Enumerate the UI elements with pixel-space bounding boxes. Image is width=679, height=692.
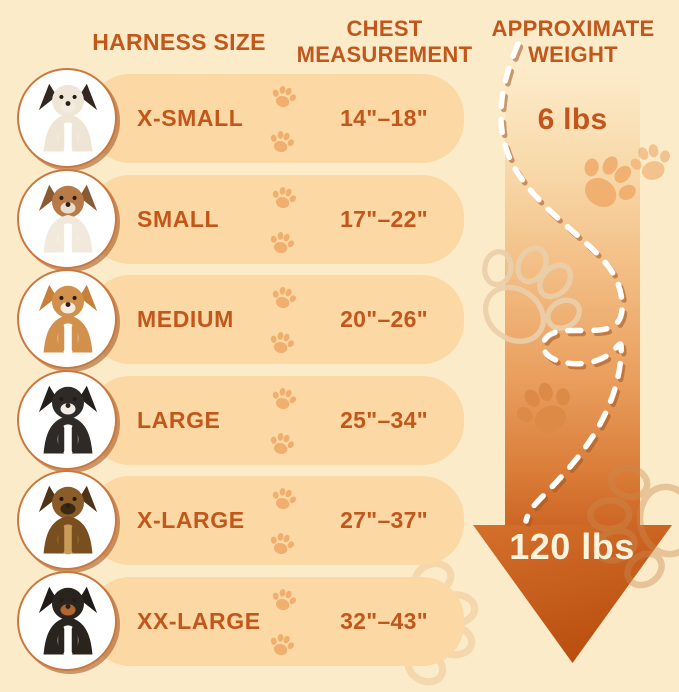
chest-measurement-value: 20"–26": [340, 306, 428, 332]
row-band: X-LARGE 27"–37": [88, 476, 464, 565]
dog-photo-circle: [17, 369, 117, 470]
column-header-harness-size: HARNESS SIZE: [92, 29, 266, 55]
dog-photo-circle: [17, 269, 117, 369]
size-label: LARGE: [137, 406, 221, 433]
size-row: SMALL 17"–22": [0, 168, 679, 269]
dog-photo-circle: [17, 470, 117, 570]
column-header-chest-measurement: CHEST MEASUREMENT: [296, 16, 473, 67]
row-band: MEDIUM 20"–26": [88, 275, 464, 364]
dog-photo-circle: [17, 168, 117, 269]
size-label: SMALL: [137, 205, 220, 232]
size-label: X-SMALL: [137, 105, 244, 131]
bernese-mountain-dog-photo: [38, 586, 98, 655]
size-row: X-SMALL 14"–18": [0, 68, 679, 168]
chest-measurement-value: 27"–37": [340, 507, 428, 533]
border-collie-dog-photo: [38, 385, 98, 454]
chest-measurement-value: 14"–18": [340, 105, 428, 131]
weight-max-label: 120 lbs: [509, 526, 635, 567]
dog-photo-circle: [17, 570, 117, 671]
weight-min-label: 6 lbs: [537, 103, 608, 136]
dog-photo-circle: [17, 68, 117, 168]
size-row: LARGE 25"–34": [0, 369, 679, 470]
chest-measurement-value: 17"–22": [340, 205, 428, 232]
size-row: MEDIUM 20"–26": [0, 269, 679, 369]
papillon-dog-photo: [38, 83, 98, 153]
corgi-dog-photo: [38, 284, 98, 354]
german-shepherd-dog-photo: [38, 485, 98, 555]
row-band: X-SMALL 14"–18": [88, 74, 464, 163]
row-band: SMALL 17"–22": [88, 174, 464, 264]
size-row: X-LARGE 27"–37": [0, 470, 679, 570]
row-band: LARGE 25"–34": [88, 375, 464, 465]
column-header-approximate-weight: APPROXIMATE WEIGHT: [491, 16, 655, 67]
size-label: MEDIUM: [137, 306, 234, 332]
jack-russell-terrier-dog-photo: [38, 184, 98, 253]
chest-measurement-value: 25"–34": [340, 406, 428, 433]
size-label: X-LARGE: [137, 507, 245, 533]
size-label: XX-LARGE: [137, 607, 261, 634]
